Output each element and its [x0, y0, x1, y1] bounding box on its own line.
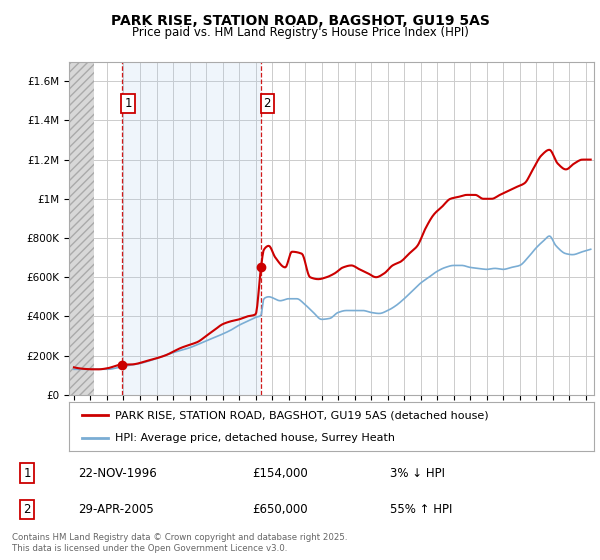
- Text: 2: 2: [263, 97, 271, 110]
- Text: 2: 2: [23, 503, 31, 516]
- Text: 55% ↑ HPI: 55% ↑ HPI: [390, 503, 452, 516]
- Text: Contains HM Land Registry data © Crown copyright and database right 2025.
This d: Contains HM Land Registry data © Crown c…: [12, 533, 347, 553]
- Text: 1: 1: [23, 466, 31, 480]
- Text: 22-NOV-1996: 22-NOV-1996: [78, 466, 157, 480]
- Text: 3% ↓ HPI: 3% ↓ HPI: [390, 466, 445, 480]
- Text: PARK RISE, STATION ROAD, BAGSHOT, GU19 5AS: PARK RISE, STATION ROAD, BAGSHOT, GU19 5…: [110, 14, 490, 28]
- Text: PARK RISE, STATION ROAD, BAGSHOT, GU19 5AS (detached house): PARK RISE, STATION ROAD, BAGSHOT, GU19 5…: [115, 410, 489, 421]
- Text: £650,000: £650,000: [252, 503, 308, 516]
- Text: HPI: Average price, detached house, Surrey Heath: HPI: Average price, detached house, Surr…: [115, 433, 395, 444]
- Text: Price paid vs. HM Land Registry's House Price Index (HPI): Price paid vs. HM Land Registry's House …: [131, 26, 469, 39]
- Text: 29-APR-2005: 29-APR-2005: [78, 503, 154, 516]
- Text: £154,000: £154,000: [252, 466, 308, 480]
- Text: 1: 1: [124, 97, 132, 110]
